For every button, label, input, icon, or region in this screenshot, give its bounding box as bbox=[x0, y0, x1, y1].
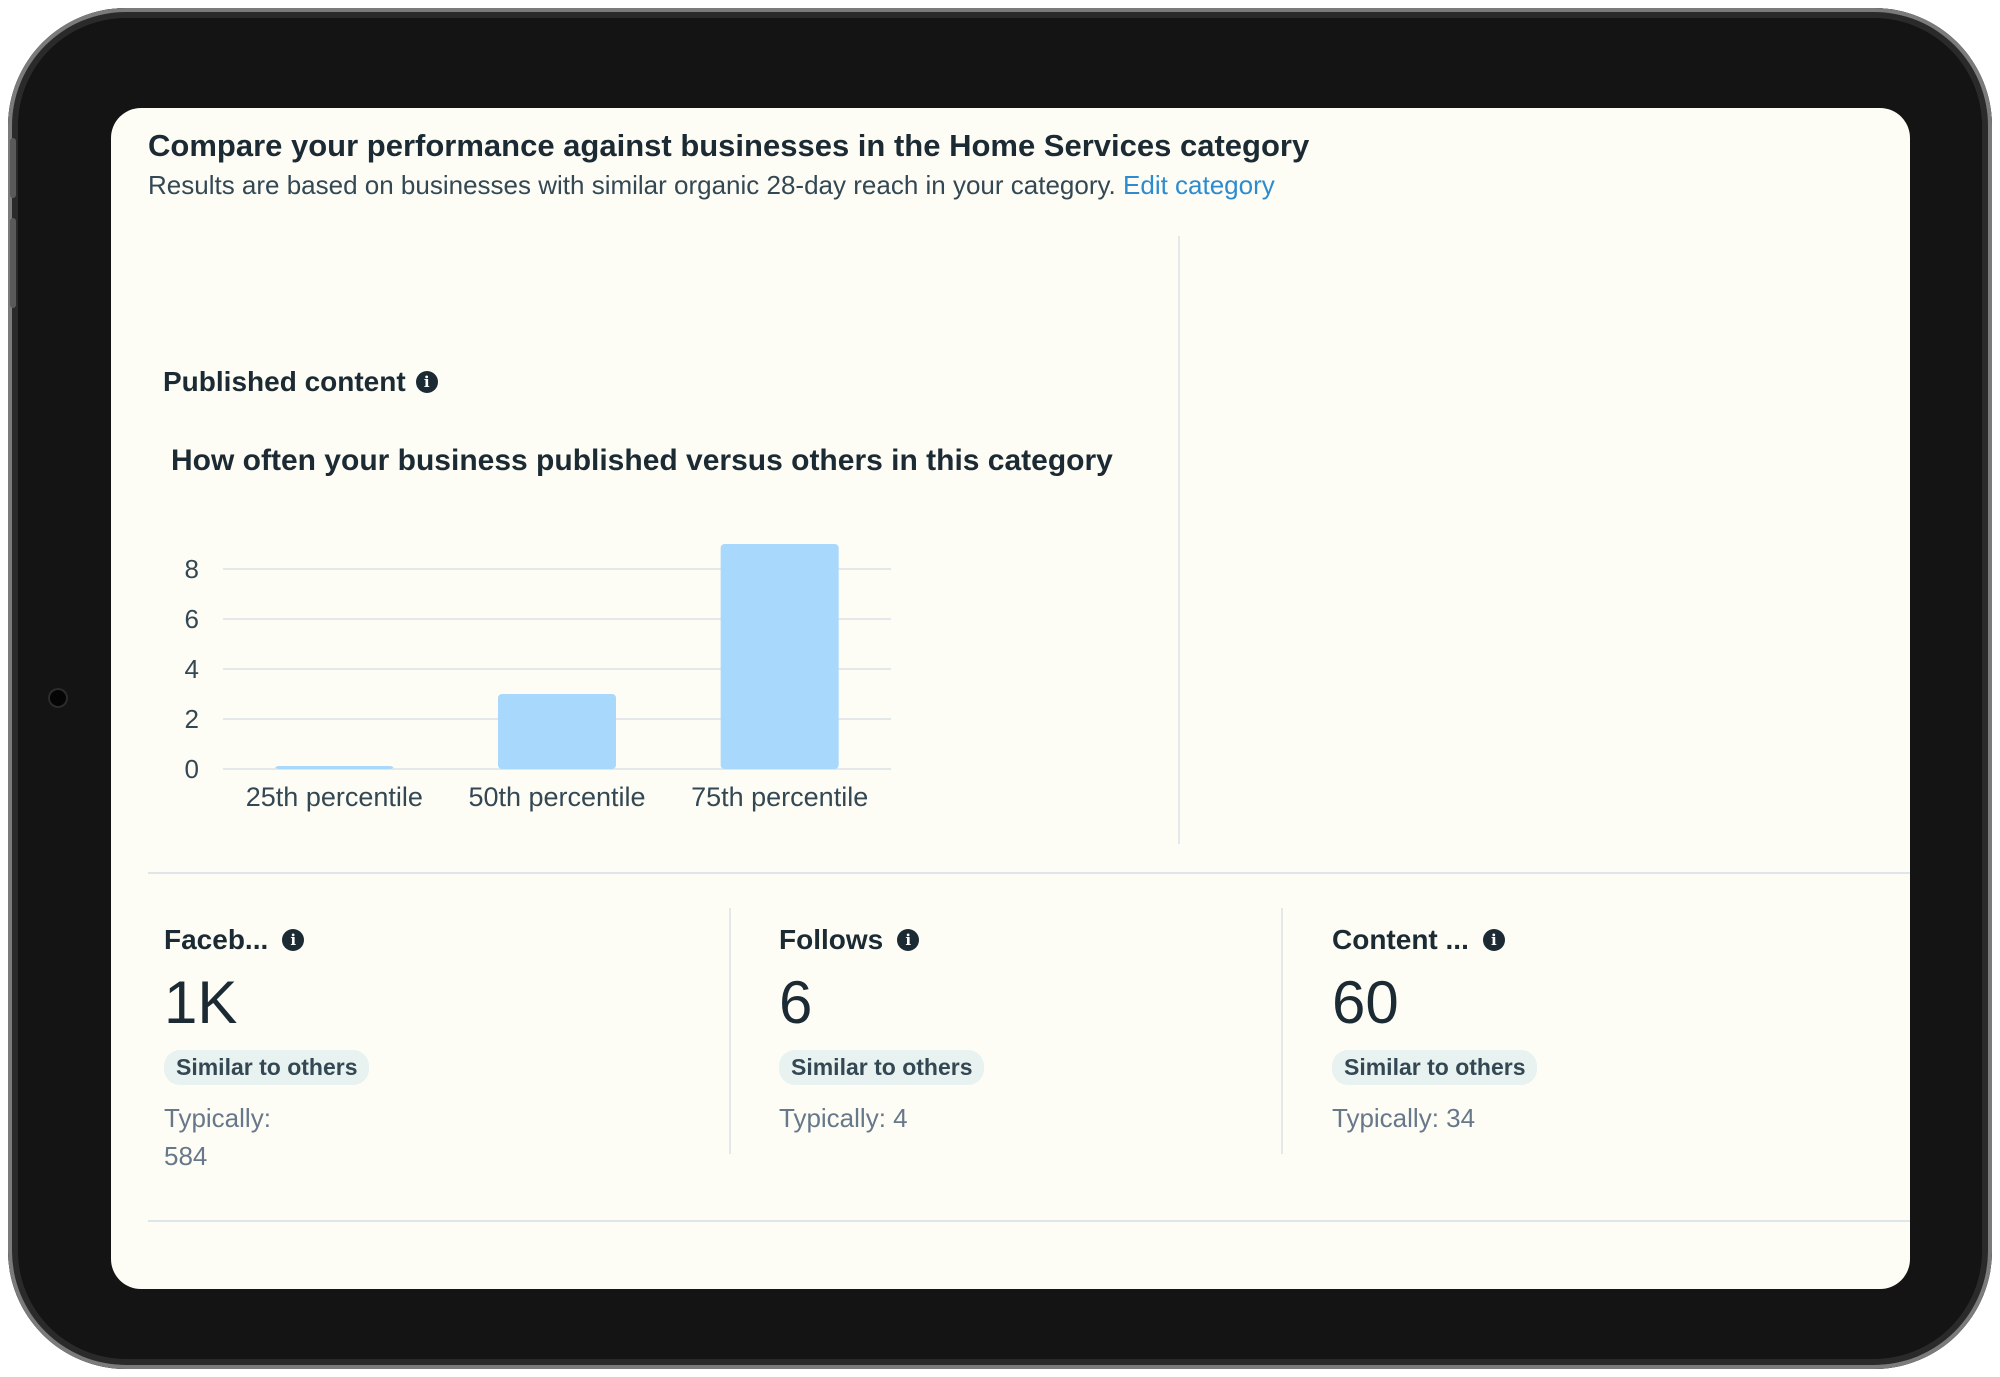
chart-bar bbox=[275, 766, 394, 769]
typical-text: Typically: 4 bbox=[779, 1099, 1279, 1137]
y-tick-label: 2 bbox=[185, 704, 199, 734]
chart-bar bbox=[498, 694, 616, 769]
info-icon[interactable]: i bbox=[897, 929, 920, 951]
info-icon[interactable]: i bbox=[415, 371, 438, 393]
typical-label: Typically: bbox=[164, 1103, 271, 1133]
screen: Compare your performance against busines… bbox=[111, 108, 1910, 1289]
metric-label-row: Content ... i bbox=[1332, 920, 1852, 960]
y-tick-label: 0 bbox=[185, 754, 199, 784]
metric-divider bbox=[1281, 908, 1283, 1154]
metric-value: 6 bbox=[779, 969, 813, 1036]
status-badge: Similar to others bbox=[1332, 1050, 1538, 1085]
typical-label: Typically: 4 bbox=[779, 1103, 908, 1133]
typical-value: 584 bbox=[164, 1141, 208, 1171]
typical-text: Typically: 584 bbox=[164, 1099, 684, 1175]
section-divider bbox=[148, 872, 1910, 874]
typical-text: Typically: 34 bbox=[1332, 1099, 1852, 1137]
metric-value: 1K bbox=[164, 969, 238, 1036]
metric-facebook-visits: Faceb... i 1K Similar to others Typicall… bbox=[164, 920, 684, 1175]
published-content-label: Published content bbox=[163, 366, 406, 397]
x-tick-label: 50th percentile bbox=[468, 782, 645, 812]
front-camera bbox=[50, 690, 66, 706]
edit-category-link[interactable]: Edit category bbox=[1123, 170, 1275, 200]
metric-label: Follows bbox=[779, 924, 884, 955]
published-content-chart: 0 2 4 6 8 25th percentile 50th percentile 75th … bbox=[185, 544, 891, 812]
y-tick-label: 8 bbox=[185, 554, 199, 584]
chart-title: How often your business published versus… bbox=[171, 444, 1113, 477]
status-badge: Similar to others bbox=[779, 1050, 985, 1085]
x-tick-label: 25th percentile bbox=[246, 782, 423, 812]
metric-content-interactions: Content ... i 60 Similar to others Typic… bbox=[1332, 920, 1852, 1137]
x-tick-label: 75th percentile bbox=[691, 782, 868, 812]
column-divider bbox=[1178, 236, 1180, 844]
typical-label: Typically: 34 bbox=[1332, 1103, 1476, 1133]
metric-value: 60 bbox=[1332, 969, 1399, 1036]
metric-label-row: Follows i bbox=[779, 920, 1279, 960]
info-icon[interactable]: i bbox=[282, 929, 305, 951]
metric-follows: Follows i 6 Similar to others Typically:… bbox=[779, 920, 1279, 1137]
volume-button bbox=[10, 138, 16, 198]
volume-button bbox=[10, 218, 16, 308]
page-subtitle: Results are based on businesses with sim… bbox=[148, 170, 1275, 201]
tablet-frame: Compare your performance against busines… bbox=[8, 8, 1992, 1369]
metric-label-row: Faceb... i bbox=[164, 920, 684, 960]
chart-bar bbox=[720, 544, 839, 769]
published-content-heading: Published content i bbox=[163, 366, 438, 398]
metric-divider bbox=[729, 908, 731, 1154]
metric-label: Faceb... bbox=[164, 924, 269, 955]
info-icon[interactable]: i bbox=[1482, 929, 1505, 951]
y-tick-label: 6 bbox=[185, 604, 199, 634]
page-title: Compare your performance against busines… bbox=[148, 128, 1310, 163]
status-badge: Similar to others bbox=[164, 1050, 370, 1085]
subtitle-text: Results are based on businesses with sim… bbox=[148, 170, 1116, 200]
y-tick-label: 4 bbox=[185, 654, 199, 684]
bottom-divider bbox=[148, 1220, 1910, 1222]
metric-label: Content ... bbox=[1332, 924, 1469, 955]
